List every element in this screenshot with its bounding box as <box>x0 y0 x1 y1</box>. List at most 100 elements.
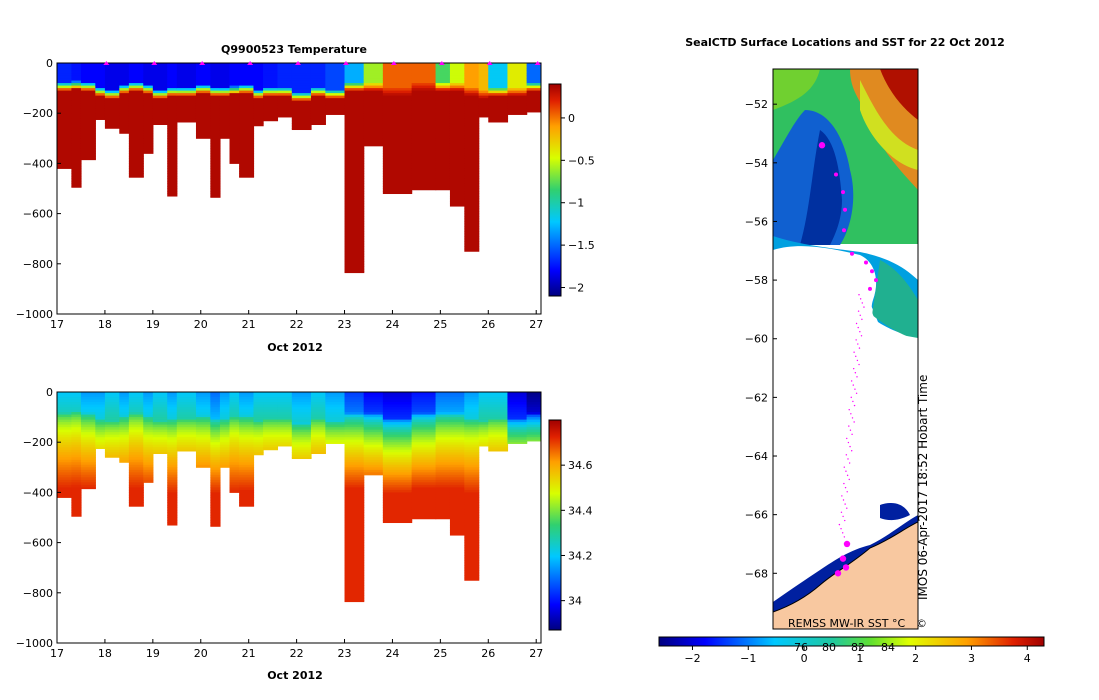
temperature-cell <box>229 108 240 112</box>
temperature-cell <box>57 95 72 99</box>
temperature-cell <box>143 70 154 74</box>
temperature-cell <box>167 100 178 104</box>
salinity-cell <box>291 404 312 408</box>
temperature-cell <box>464 125 480 129</box>
temperature-cell <box>195 98 211 102</box>
salinity-cell <box>167 404 178 408</box>
salinity-cell <box>449 474 465 478</box>
salinity-cell <box>411 482 437 486</box>
temperature-cell <box>210 88 221 92</box>
salinity-cell <box>152 419 168 423</box>
salinity-cell <box>239 419 255 423</box>
salinity-cell <box>71 402 82 406</box>
salinity-cell <box>253 422 264 426</box>
salinity-cell <box>449 479 465 483</box>
temperature-cell <box>263 103 279 107</box>
temperature-cell <box>449 68 465 72</box>
salinity-cell <box>435 444 451 448</box>
temperature-cell <box>464 193 480 197</box>
temperature-cell <box>176 108 197 112</box>
salinity-cell <box>325 414 346 418</box>
salinity-cell <box>104 434 120 438</box>
temperature-cell <box>507 73 528 77</box>
salinity-cell <box>167 474 178 478</box>
temperature-cell <box>464 191 480 195</box>
temperature-cell <box>253 123 264 127</box>
salinity-cell <box>57 414 72 418</box>
temperature-cell <box>435 170 451 174</box>
temperature-cell <box>435 135 451 139</box>
temperature-cell <box>95 83 106 87</box>
temperature-cell <box>210 68 221 72</box>
salinity-cell <box>167 487 178 491</box>
temperature-cell <box>80 75 96 79</box>
salinity-cell <box>119 444 130 448</box>
salinity-cell <box>143 442 154 446</box>
temperature-cell <box>478 93 489 97</box>
salinity-cell <box>277 442 293 446</box>
temperature-cell <box>219 93 231 97</box>
salinity-cell <box>152 434 168 438</box>
temperature-cell <box>488 110 509 114</box>
temperature-cell <box>526 73 541 77</box>
salinity-cell <box>382 429 413 433</box>
salinity-cell <box>411 502 437 506</box>
temperature-cell <box>363 130 384 134</box>
salinity-cell <box>464 412 480 416</box>
salinity-cell <box>219 419 231 423</box>
salinity-cell <box>310 409 326 413</box>
temperature-cell <box>435 65 451 69</box>
temperature-cell <box>119 73 130 77</box>
salinity-cell <box>344 419 365 423</box>
temperature-cell <box>80 125 96 129</box>
salinity-cell <box>167 392 178 396</box>
temperature-cell <box>71 130 82 134</box>
temperature-cell <box>152 113 168 117</box>
temperature-cell <box>363 120 384 124</box>
temperature-cell <box>57 163 72 167</box>
temperature-cell <box>152 120 168 124</box>
salinity-cell <box>229 449 240 453</box>
salinity-cell <box>128 482 144 486</box>
salinity-panel: 17 18 19 20 21 22 23 24 25 26 27 0−200−400−600−800… <box>16 386 593 682</box>
temperature-cell <box>80 78 96 82</box>
salinity-cell <box>71 397 82 401</box>
salinity-profile-26 <box>435 392 451 520</box>
temperature-cell <box>152 103 168 107</box>
temperature-cell <box>195 120 211 124</box>
salinity-cell <box>229 432 240 436</box>
temperature-cell <box>210 118 221 122</box>
salinity-cell <box>263 399 279 403</box>
salinity-cell <box>291 437 312 441</box>
salinity-cell <box>344 527 365 531</box>
temperature-cell <box>507 100 528 104</box>
temperature-cell <box>167 140 178 144</box>
salinity-cell <box>382 417 413 421</box>
salinity-cell <box>344 585 365 589</box>
temperature-cell <box>143 88 154 92</box>
seal-location-7 <box>870 269 874 274</box>
temperature-cell <box>363 135 384 139</box>
salinity-cell <box>128 434 144 438</box>
temperature-cell <box>128 143 144 147</box>
salinity-cell <box>152 439 168 443</box>
salinity-cell <box>104 417 120 421</box>
salinity-cell <box>71 454 82 458</box>
salinity-cell <box>277 444 293 447</box>
salinity-cell <box>478 407 489 411</box>
salinity-cell <box>219 432 231 436</box>
temperature-cell <box>71 135 82 139</box>
salinity-cell <box>229 447 240 451</box>
seal-track <box>818 142 878 577</box>
salinity-cell <box>382 492 413 496</box>
salinity-cell <box>167 514 178 518</box>
temperature-cell <box>344 73 365 77</box>
salinity-cell <box>104 404 120 408</box>
temperature-cell <box>57 130 72 134</box>
salinity-cell <box>411 442 437 446</box>
temperature-cell <box>325 73 346 77</box>
salinity-cell <box>310 399 326 403</box>
salinity-cell <box>71 399 82 403</box>
temperature-cell <box>229 70 240 74</box>
salinity-cell <box>119 427 130 431</box>
